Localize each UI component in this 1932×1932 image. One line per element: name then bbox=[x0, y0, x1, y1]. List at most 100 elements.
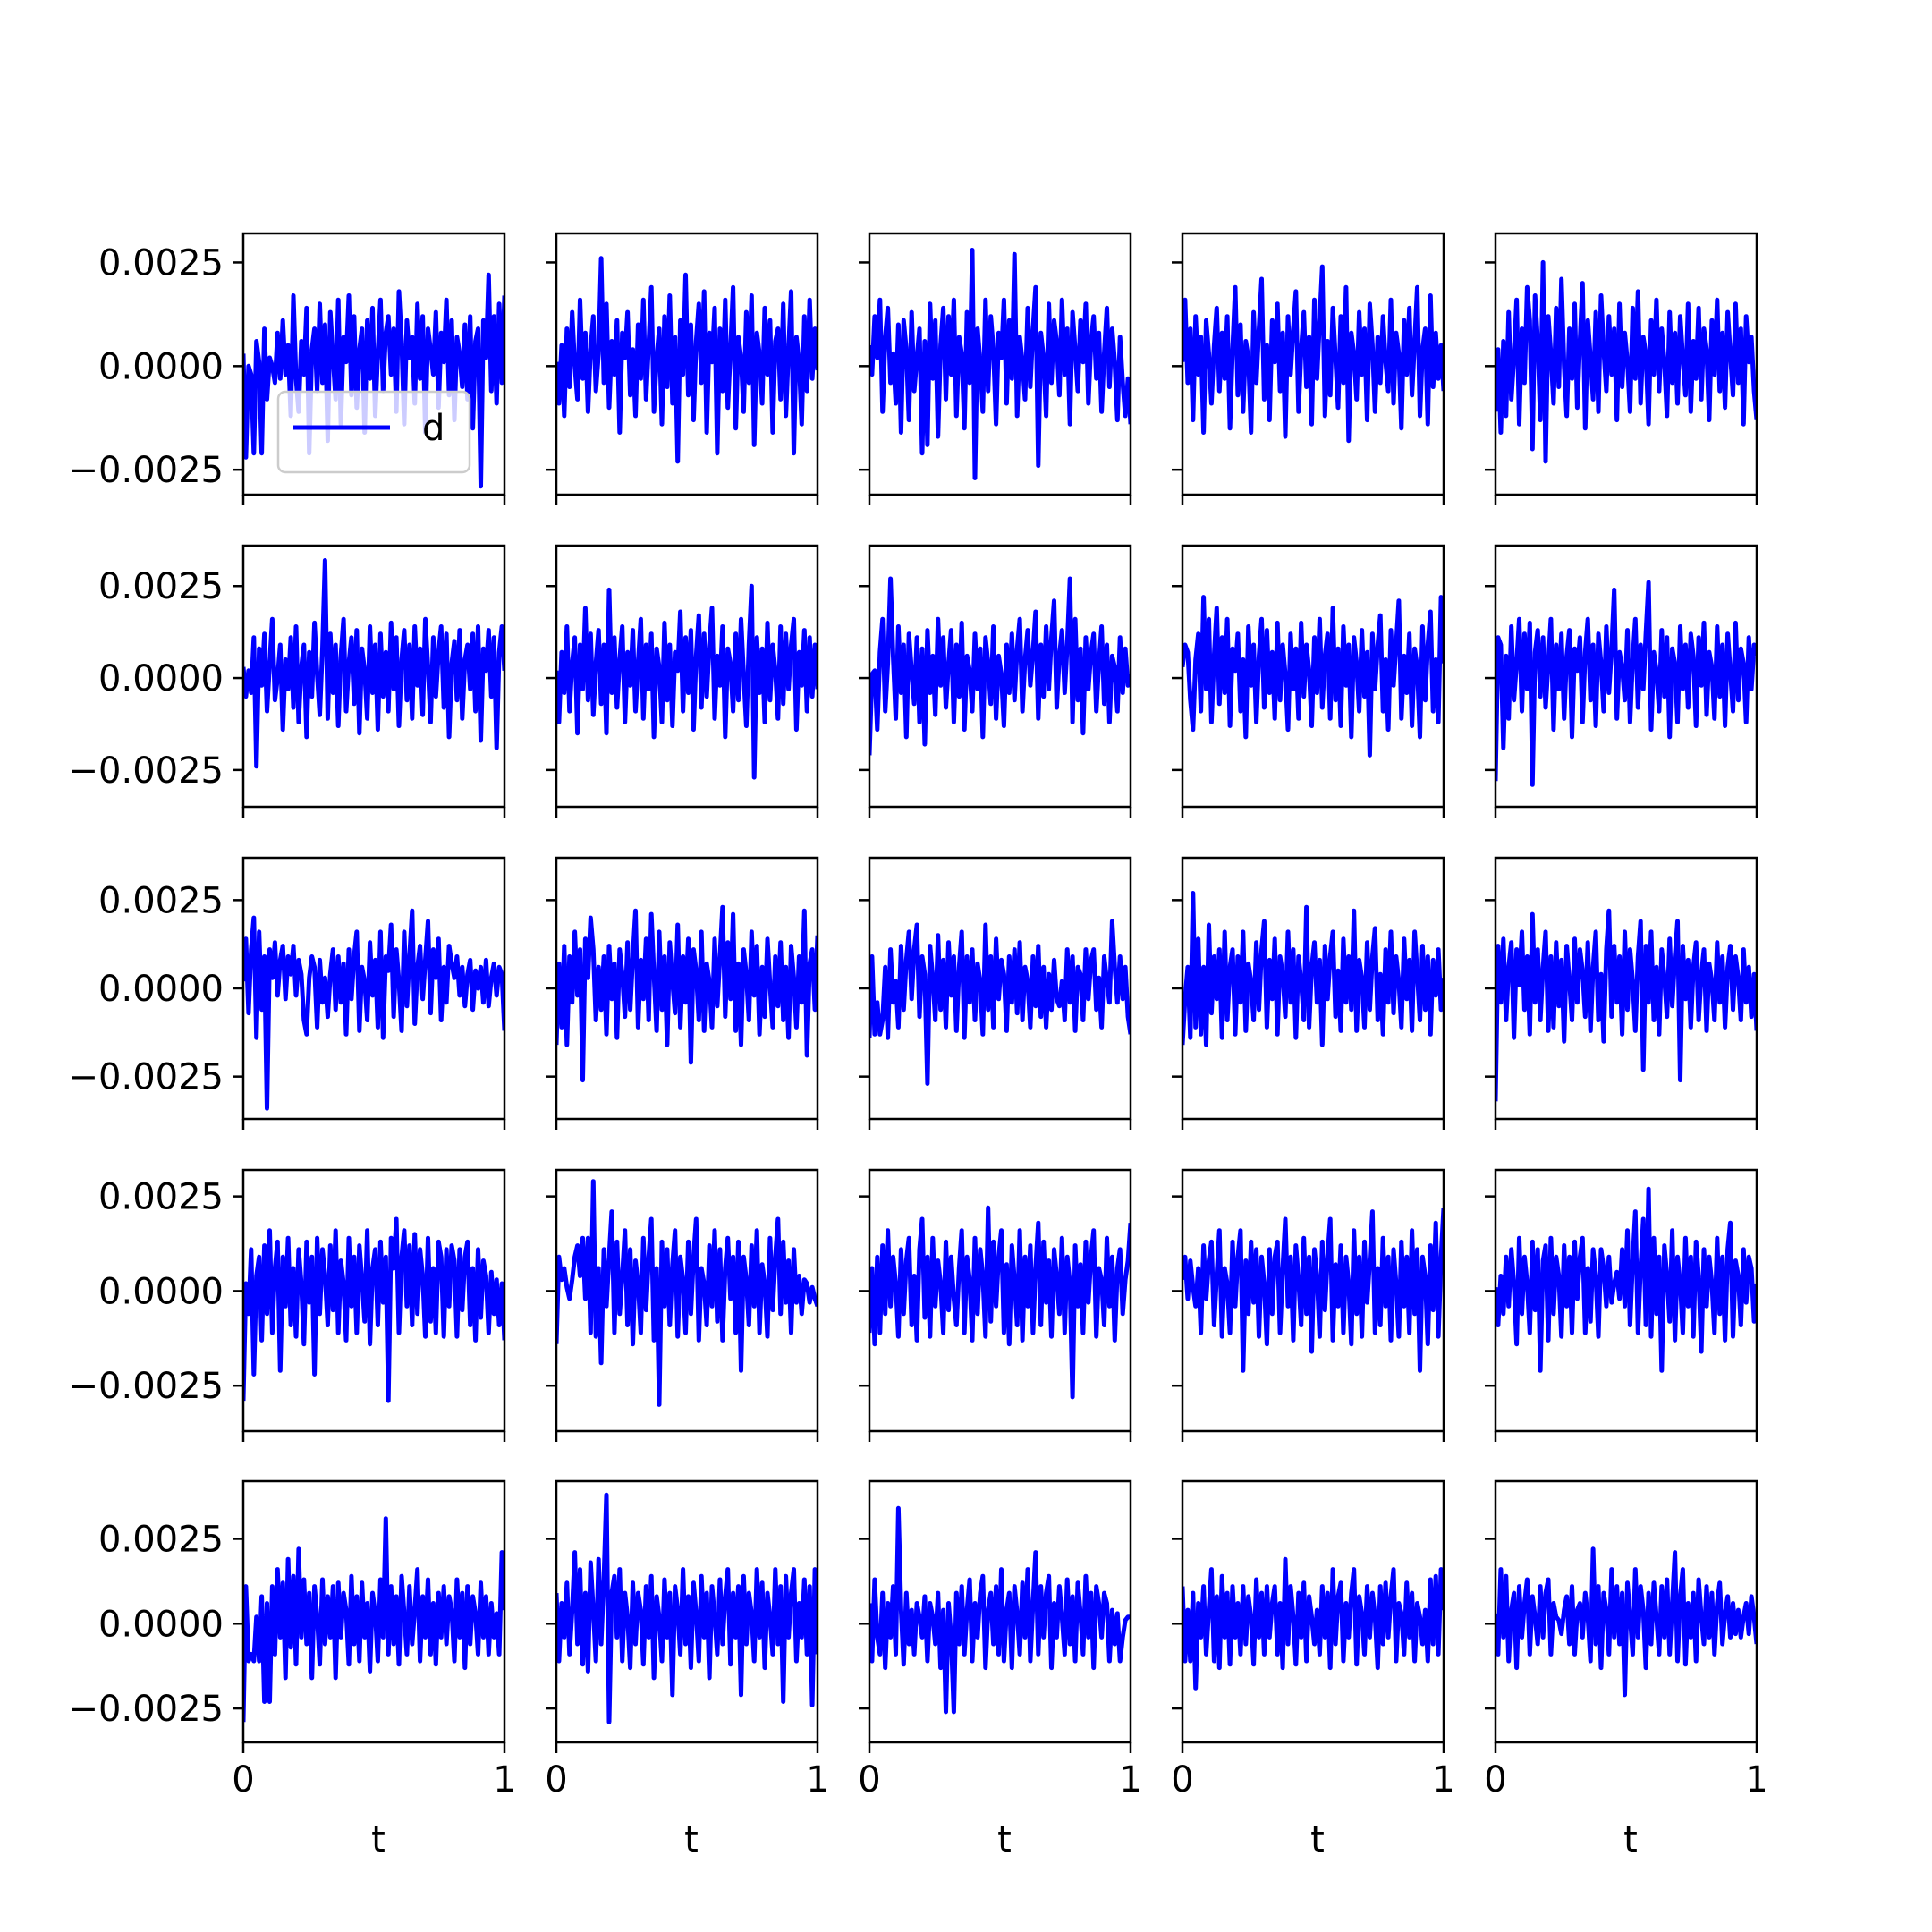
x-axis-label: t bbox=[684, 1819, 699, 1860]
y-tick-label: 0.0025 bbox=[98, 880, 224, 921]
x-axis-label: t bbox=[997, 1819, 1012, 1860]
subplot-r4-c0: −0.0025 0.0000 0.0025 0 1 t bbox=[69, 1479, 516, 1860]
x-tick-label: 0 bbox=[545, 1759, 567, 1801]
axes-frame bbox=[242, 232, 506, 496]
series-line-d bbox=[556, 1179, 818, 1407]
subplot-r4-c3: 0 1 t bbox=[1171, 1479, 1455, 1860]
y-tick-label: 0.0000 bbox=[98, 658, 224, 699]
x-tick-label: 0 bbox=[858, 1759, 880, 1801]
y-tick-label: −0.0025 bbox=[69, 450, 224, 491]
series-line-d bbox=[869, 1205, 1131, 1400]
axes-frame bbox=[555, 232, 819, 496]
series-line-d bbox=[1496, 259, 1757, 464]
y-tick-label: −0.0025 bbox=[69, 750, 224, 792]
series-line-d bbox=[1496, 580, 1757, 787]
axes-frame bbox=[555, 1168, 819, 1433]
axes-frame bbox=[242, 544, 506, 809]
axes-frame bbox=[242, 1168, 506, 1433]
series-line-d bbox=[556, 1492, 818, 1724]
subplot-r2-c1 bbox=[546, 856, 819, 1130]
subplot-r3-c4 bbox=[1485, 1168, 1758, 1442]
axes-frame bbox=[1181, 232, 1445, 496]
x-tick-label: 1 bbox=[1119, 1759, 1141, 1801]
axes-frame bbox=[1494, 544, 1758, 809]
series-line-d bbox=[556, 904, 818, 1083]
subplot-r3-c3 bbox=[1172, 1168, 1445, 1442]
y-tick-label: −0.0025 bbox=[69, 1689, 224, 1730]
axes-frame bbox=[868, 1168, 1132, 1433]
x-tick-label: 1 bbox=[493, 1759, 515, 1801]
subplot-r4-c1: 0 1 t bbox=[545, 1479, 829, 1860]
legend-box bbox=[276, 390, 471, 474]
subplot-r4-c4: 0 1 t bbox=[1484, 1479, 1768, 1860]
axes-frame bbox=[868, 232, 1132, 496]
series-line-d bbox=[243, 908, 504, 1111]
series-line-d bbox=[1182, 264, 1444, 444]
subplot-r1-c4 bbox=[1485, 544, 1758, 818]
y-tick-label: 0.0025 bbox=[98, 566, 224, 607]
subplot-r1-c0: −0.0025 0.0000 0.0025 bbox=[69, 544, 506, 818]
series-line-d bbox=[1496, 1546, 1757, 1698]
axes-frame bbox=[1181, 544, 1445, 809]
subplot-r0-c2 bbox=[859, 232, 1132, 505]
series-line-d bbox=[243, 272, 504, 489]
axes-frame bbox=[1494, 1168, 1758, 1433]
x-tick-label: 1 bbox=[1745, 1759, 1767, 1801]
x-tick-label: 0 bbox=[1484, 1759, 1506, 1801]
series-line-d bbox=[1182, 891, 1444, 1047]
subplot-r2-c3 bbox=[1172, 856, 1445, 1130]
axes-frame bbox=[555, 544, 819, 809]
axes-frame bbox=[1494, 232, 1758, 496]
subplot-r2-c2 bbox=[859, 856, 1132, 1130]
series-line-d bbox=[556, 256, 818, 464]
axes-frame bbox=[868, 544, 1132, 809]
subplot-r0-c3 bbox=[1172, 232, 1445, 505]
subplot-r0-c4 bbox=[1485, 232, 1758, 505]
subplot-r3-c2 bbox=[859, 1168, 1132, 1442]
subplot-r0-c1 bbox=[546, 232, 819, 505]
y-tick-label: 0.0000 bbox=[98, 1271, 224, 1312]
subplot-r1-c3 bbox=[1172, 544, 1445, 818]
x-tick-label: 1 bbox=[806, 1759, 828, 1801]
series-line-d bbox=[869, 919, 1131, 1086]
subplot-r1-c1 bbox=[546, 544, 819, 818]
series-line-d bbox=[1496, 908, 1757, 1102]
y-tick-label: 0.0025 bbox=[98, 1519, 224, 1560]
axes-frame bbox=[242, 1479, 506, 1744]
y-tick-label: −0.0025 bbox=[69, 1366, 224, 1407]
subplot-r1-c2 bbox=[859, 544, 1132, 818]
subplot-r2-c0: −0.0025 0.0000 0.0025 bbox=[69, 856, 506, 1130]
y-tick-label: 0.0000 bbox=[98, 1604, 224, 1645]
x-tick-label: 0 bbox=[232, 1759, 254, 1801]
series-line-d bbox=[869, 576, 1131, 756]
series-line-d bbox=[243, 558, 504, 769]
series-line-d bbox=[556, 583, 818, 780]
y-tick-label: 0.0000 bbox=[98, 346, 224, 387]
y-tick-label: −0.0025 bbox=[69, 1057, 224, 1098]
subplot-r3-c0: −0.0025 0.0000 0.0025 bbox=[69, 1168, 506, 1442]
y-tick-label: 0.0000 bbox=[98, 969, 224, 1010]
axes-frame bbox=[1181, 1168, 1445, 1433]
axes-frame bbox=[1181, 1479, 1445, 1744]
y-tick-label: 0.0025 bbox=[98, 242, 224, 284]
x-tick-label: 0 bbox=[1171, 1759, 1193, 1801]
series-line-d bbox=[1496, 1186, 1757, 1373]
subplot-r2-c4 bbox=[1485, 856, 1758, 1130]
legend-label: d bbox=[422, 408, 445, 449]
x-axis-label: t bbox=[1310, 1819, 1325, 1860]
legend: d bbox=[276, 390, 471, 474]
x-tick-label: 1 bbox=[1432, 1759, 1454, 1801]
y-tick-label: 0.0025 bbox=[98, 1177, 224, 1218]
series-line-d bbox=[1182, 1556, 1444, 1690]
series-line-d bbox=[1182, 1208, 1444, 1373]
subplot-r3-c1 bbox=[546, 1168, 819, 1442]
axes-frame bbox=[868, 1479, 1132, 1744]
subplot-grid: −0.00250.00000.0025d−0.00250.00000.0025−… bbox=[69, 232, 1768, 1860]
series-line-d bbox=[869, 248, 1131, 480]
axes-frame bbox=[555, 1479, 819, 1744]
series-line-d bbox=[869, 1505, 1131, 1715]
subplot-r0-c0: −0.0025 0.0000 0.0025 d bbox=[69, 232, 506, 505]
series-line-d bbox=[1182, 595, 1444, 758]
x-axis-label: t bbox=[371, 1819, 386, 1860]
